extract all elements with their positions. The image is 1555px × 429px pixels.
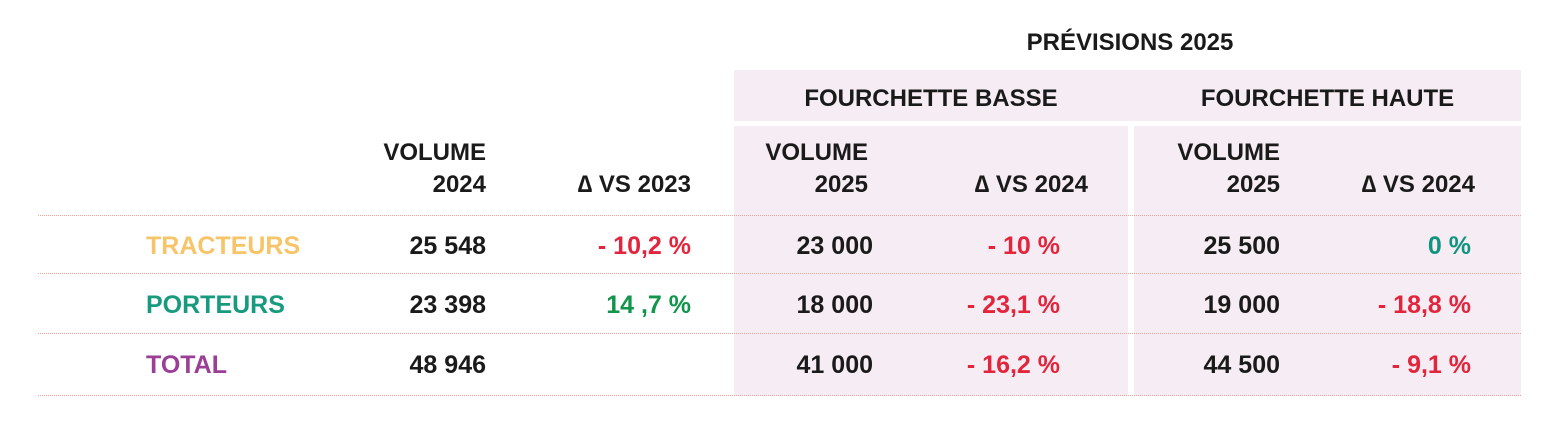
column-header-line: VOLUME <box>1177 139 1280 166</box>
column-header-high-delta: ∆ VS 2024 <box>1361 171 1475 198</box>
column-header-delta-2023: ∆ VS 2023 <box>577 171 691 198</box>
high-delta-value: - 9,1 % <box>1391 351 1471 379</box>
forecast-group-header: PRÉVISIONS 2025 <box>1026 29 1234 56</box>
column-header-line: VOLUME <box>765 139 868 166</box>
low-delta-value: - 10 % <box>987 232 1060 260</box>
low-forecast-header: FOURCHETTE BASSE <box>804 85 1058 112</box>
column-header-line: 2025 <box>814 171 868 198</box>
volume-2024-value: 23 398 <box>409 291 486 319</box>
low-delta-value: - 23,1 % <box>966 291 1060 319</box>
low-volume-value: 23 000 <box>796 232 873 260</box>
high-volume-value: 44 500 <box>1203 351 1280 379</box>
delta-2023-value: 14 ,7 % <box>606 291 691 319</box>
high-delta-value: 0 % <box>1427 232 1471 260</box>
row-label: PORTEURS <box>146 291 285 319</box>
row-separator <box>38 273 1521 274</box>
row-separator <box>38 215 1521 216</box>
low-volume-value: 41 000 <box>796 351 873 379</box>
forecast-header-bg <box>734 70 1521 121</box>
row-separator <box>38 395 1521 396</box>
row-separator <box>38 333 1521 334</box>
high-volume-value: 19 000 <box>1203 291 1280 319</box>
row-label: TOTAL <box>146 351 228 379</box>
low-delta-value: - 16,2 % <box>966 351 1060 379</box>
high-delta-value: - 18,8 % <box>1377 291 1471 319</box>
high-forecast-header: FOURCHETTE HAUTE <box>1200 85 1455 112</box>
column-header-line: VOLUME <box>383 139 486 166</box>
column-header-low-delta: ∆ VS 2024 <box>974 171 1088 198</box>
high-forecast-bg <box>1134 126 1521 396</box>
low-volume-value: 18 000 <box>796 291 873 319</box>
volume-2024-value: 25 548 <box>409 232 486 260</box>
high-volume-value: 25 500 <box>1203 232 1280 260</box>
column-header-line: 2025 <box>1226 171 1280 198</box>
row-label: TRACTEURS <box>146 232 301 260</box>
volume-2024-value: 48 946 <box>409 351 486 379</box>
low-forecast-bg <box>734 126 1128 396</box>
column-header-line: 2024 <box>432 171 486 198</box>
delta-2023-value: - 10,2 % <box>597 232 691 260</box>
